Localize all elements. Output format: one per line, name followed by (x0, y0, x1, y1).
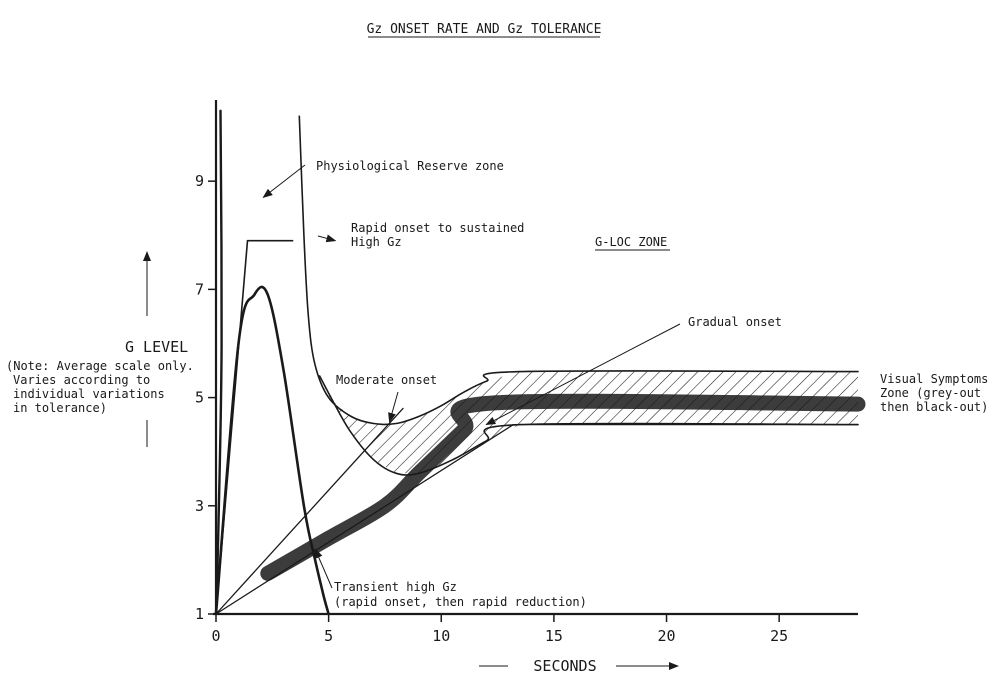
annotation-gloc-zone: G-LOC ZONE (595, 235, 667, 249)
series-g-loc-boundary (298, 115, 859, 426)
arrow-physiological-reserve-zone (262, 164, 306, 199)
x-tick-label-15: 15 (545, 627, 563, 645)
y-tick-label-1: 1 (195, 605, 204, 623)
x-axis-label: SECONDS (533, 657, 596, 675)
series-moderate-onset (215, 407, 404, 615)
arrow-transient-high-gz (314, 548, 333, 589)
arrow-moderate-onset (388, 391, 399, 423)
series-transient-high-gz (214, 285, 330, 616)
x-tick-label-0: 0 (211, 627, 220, 645)
series-gradual-onset (215, 423, 859, 615)
annotation-gradual-onset: Gradual onset (688, 315, 782, 329)
y-label-note-1: (Note: Average scale only. (6, 359, 194, 373)
annotation-visual-symptoms-1: Visual Symptoms (880, 372, 988, 386)
y-tick-label-7: 7 (195, 280, 204, 298)
arrow-gradual-onset (485, 323, 681, 426)
annotation-transient-2: (rapid onset, then rapid reduction) (334, 595, 587, 609)
x-tick-label-5: 5 (324, 627, 333, 645)
x-tick-label-25: 25 (770, 627, 788, 645)
y-label-note-2: Varies according to (13, 373, 150, 387)
annotation-physiological-reserve: Physiological Reserve zone (316, 159, 504, 173)
annotation-moderate-onset: Moderate onset (336, 373, 437, 387)
y-label-note-3: individual variations (13, 387, 165, 401)
annotation-rapid-onset-2: High Gz (351, 235, 402, 249)
y-tick-label-5: 5 (195, 389, 204, 407)
y-label-note-4: in tolerance) (13, 401, 107, 415)
y-tick-label-9: 9 (195, 172, 204, 190)
series-physiological-reserve-zone-boundary (214, 109, 223, 616)
annotation-transient-1: Transient high Gz (334, 580, 457, 594)
x-tick-label-10: 10 (432, 627, 450, 645)
annotation-visual-symptoms-3: then black-out) (880, 400, 988, 414)
series-layer (214, 109, 866, 616)
y-axis-label: G LEVEL (125, 338, 188, 356)
arrow-rapid-onset-to-sustained (317, 234, 337, 243)
series-highlighted-tolerance-trace (260, 393, 866, 581)
chart-title: Gz ONSET RATE AND Gz TOLERANCE (367, 22, 602, 37)
y-tick-label-3: 3 (195, 497, 204, 515)
annotation-visual-symptoms-2: Zone (grey-out (880, 386, 981, 400)
tick-layer: 1 3 5 7 9 0 5 10 15 20 25 (195, 172, 788, 645)
annotation-rapid-onset-1: Rapid onset to sustained (351, 221, 524, 235)
arrow-layer (262, 164, 681, 589)
x-tick-label-20: 20 (657, 627, 675, 645)
